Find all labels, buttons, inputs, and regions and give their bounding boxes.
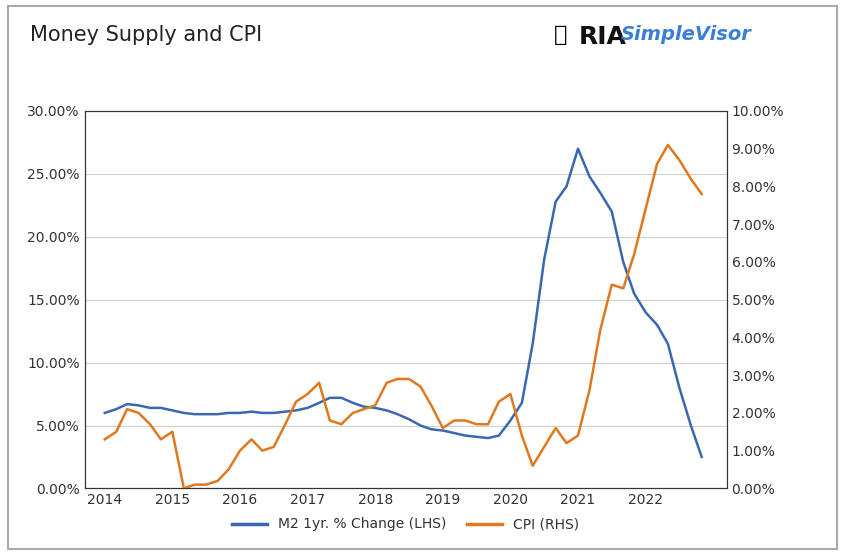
Text: RIA: RIA [578,25,626,49]
Text: Money Supply and CPI: Money Supply and CPI [30,25,262,45]
Legend: M2 1yr. % Change (LHS), CPI (RHS): M2 1yr. % Change (LHS), CPI (RHS) [226,512,584,537]
Text: SimpleVisor: SimpleVisor [620,25,751,44]
Text: 🦅: 🦅 [553,25,566,45]
